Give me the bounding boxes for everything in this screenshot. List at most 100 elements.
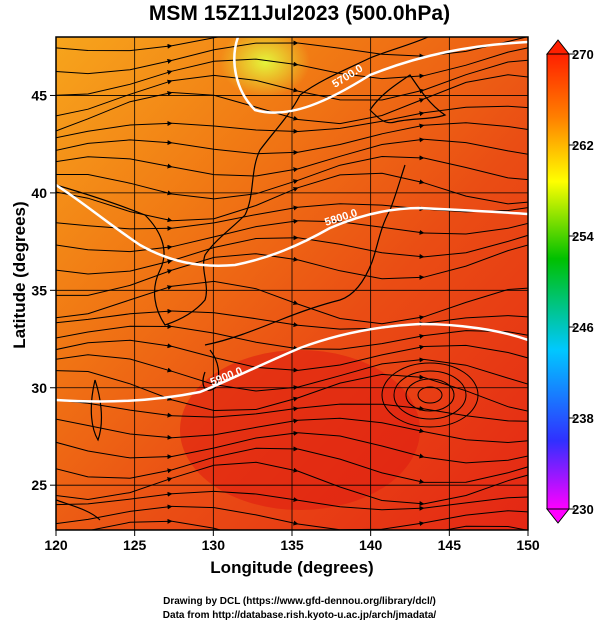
streamline — [297, 88, 425, 101]
streamline — [171, 326, 299, 351]
streamline — [56, 139, 173, 151]
streamline — [171, 430, 299, 457]
streamline — [297, 220, 425, 235]
streamline — [171, 187, 299, 222]
streamline — [56, 259, 173, 275]
streamline — [297, 98, 425, 125]
streamline — [56, 441, 173, 460]
streamline — [56, 156, 173, 169]
streamline — [423, 234, 528, 258]
height-contours — [56, 37, 528, 403]
colorbar: 270 262 254 246 238 230 — [545, 39, 594, 524]
x-tick-label: 150 — [516, 537, 540, 553]
streamline — [171, 345, 299, 373]
x-axis-label: Longitude (degrees) — [210, 558, 374, 577]
streamline — [56, 120, 173, 139]
colorbar-tick-label: 238 — [572, 411, 594, 426]
streamline — [297, 417, 425, 434]
streamline — [56, 58, 173, 75]
y-tick-label: 40 — [31, 185, 47, 201]
colorbar-tick-label: 246 — [572, 320, 594, 335]
streamline — [171, 235, 299, 262]
streamline — [297, 333, 425, 350]
streamline — [423, 47, 528, 77]
streamline — [297, 344, 425, 371]
streamline — [56, 79, 173, 117]
streamline — [297, 64, 425, 80]
streamline — [56, 285, 173, 319]
streamline — [442, 525, 528, 530]
streamline — [423, 59, 528, 91]
y-tick-label: 30 — [31, 380, 47, 396]
streamline — [423, 510, 528, 524]
streamline — [171, 205, 299, 229]
colorbar-tick-label: 230 — [572, 502, 594, 517]
streamline — [423, 315, 528, 324]
streamline — [297, 432, 425, 459]
streamline — [56, 43, 173, 52]
streamline — [171, 37, 221, 47]
streamline — [424, 19, 550, 33]
streamline — [423, 466, 528, 483]
streamline — [56, 491, 173, 506]
streamline — [297, 123, 425, 153]
streamline — [171, 490, 299, 503]
streamline — [423, 455, 528, 464]
streamline — [88, 518, 173, 530]
chart-title: MSM 15Z11Jul2023 (500.0hPa) — [148, 2, 451, 25]
streamline — [393, 370, 467, 420]
streamline — [171, 396, 299, 412]
x-tick-label: 130 — [202, 537, 226, 553]
streamline — [423, 122, 528, 131]
streamline — [171, 74, 299, 93]
streamline — [423, 244, 528, 278]
streamline — [423, 330, 528, 337]
x-axis-ticks: 120 125 130 135 140 145 150 — [44, 530, 540, 553]
streamline — [171, 418, 299, 439]
colorbar-min-arrow — [545, 508, 571, 524]
streamline — [171, 179, 299, 200]
streamline — [381, 362, 479, 428]
streamline — [297, 357, 425, 388]
streamline — [423, 358, 528, 385]
streamline — [171, 142, 299, 155]
streamline — [417, 386, 443, 404]
streamline — [297, 137, 425, 170]
credit-line-1: Drawing by DCL (https://www.gfd-dennou.o… — [163, 596, 436, 607]
streamline — [56, 477, 173, 501]
streamline — [56, 339, 173, 351]
colorbar-tick-label: 254 — [572, 229, 594, 244]
streamline — [297, 42, 425, 59]
streamline — [423, 287, 528, 318]
streamline — [56, 222, 173, 231]
streamline — [171, 406, 299, 418]
streamline — [423, 182, 528, 205]
streamline — [171, 218, 299, 248]
streamline — [171, 122, 299, 134]
streamline — [171, 166, 299, 177]
streamline — [423, 344, 528, 359]
streamline — [56, 70, 173, 96]
streamline — [171, 280, 299, 305]
y-tick-label: 35 — [31, 282, 47, 298]
y-axis-ticks: 25 30 35 40 45 — [31, 87, 56, 493]
colorbar-scale — [546, 53, 570, 510]
streamline — [171, 505, 299, 526]
streamline — [423, 496, 528, 509]
streamline — [56, 370, 173, 401]
streamline — [297, 172, 425, 189]
streamline — [423, 431, 528, 444]
y-axis-label: Latitude (degrees) — [10, 201, 29, 349]
streamline — [171, 310, 299, 328]
y-tick-label: 45 — [31, 87, 47, 103]
streamline — [423, 74, 528, 100]
streamline — [423, 222, 528, 235]
streamline — [297, 237, 425, 259]
x-tick-label: 125 — [123, 537, 147, 553]
streamline — [423, 105, 528, 114]
colorbar-tick-label: 262 — [572, 138, 594, 153]
x-tick-label: 120 — [44, 537, 68, 553]
x-tick-label: 145 — [438, 537, 462, 553]
streamline — [297, 259, 425, 280]
